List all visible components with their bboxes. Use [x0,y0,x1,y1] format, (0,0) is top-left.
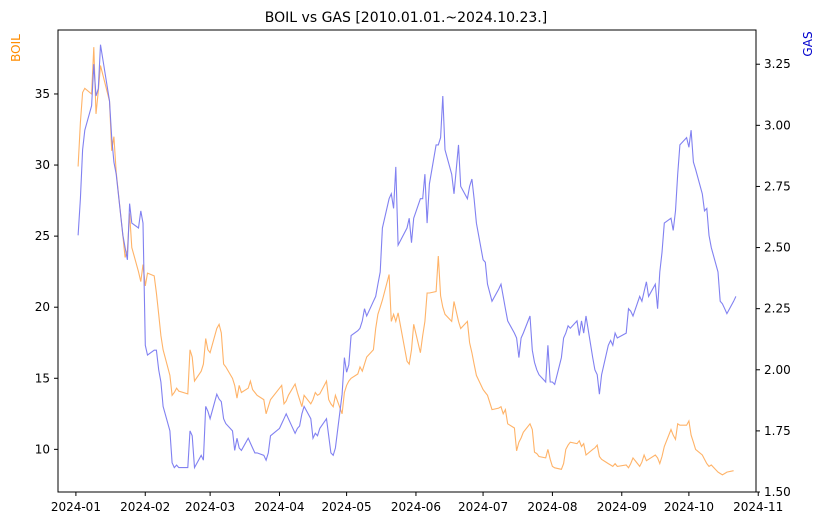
x-tick-label: 2024-11 [733,500,783,514]
series-layer [77,44,737,476]
x-tick-label: 2024-09 [597,500,647,514]
left-tick-label: 10 [35,442,50,456]
x-tick-label: 2024-01 [51,500,101,514]
left-tick-label: 20 [35,300,50,314]
right-tick-label: 3.25 [764,57,791,71]
chart-title: BOIL vs GAS [2010.01.01.~2024.10.23.] [265,10,547,26]
right-tick-label: 1.75 [764,424,791,438]
right-tick-label: 2.50 [764,241,791,255]
right-tick-label: 2.25 [764,302,791,316]
plot-frame [57,29,757,493]
x-tick-label: 2024-10 [664,500,714,514]
right-tick-label: 3.00 [764,118,791,132]
x-tick-label: 2024-04 [254,500,304,514]
right-axis-label: GAS [801,31,815,56]
left-tick-label: 15 [35,371,50,385]
right-tick-label: 2.00 [764,363,791,377]
x-tick-label: 2024-08 [527,500,577,514]
right-tick-label: 1.50 [764,485,791,499]
left-axis-label: BOIL [9,34,23,62]
left-tick-label: 30 [35,158,50,172]
left-tick-label: 35 [35,87,50,101]
x-tick-label: 2024-07 [458,500,508,514]
x-tick-label: 2024-06 [391,500,441,514]
left-tick-label: 25 [35,229,50,243]
x-tick-label: 2024-05 [322,500,372,514]
x-tick-label: 2024-03 [185,500,235,514]
x-tick-label: 2024-02 [120,500,170,514]
right-tick-label: 2.75 [764,179,791,193]
series-line-boil [77,47,734,476]
series-line-gas [77,44,737,470]
axes-layer: 2024-01 2024-02 2024-03 2024-04 2024-05 2024-… [35,29,791,514]
